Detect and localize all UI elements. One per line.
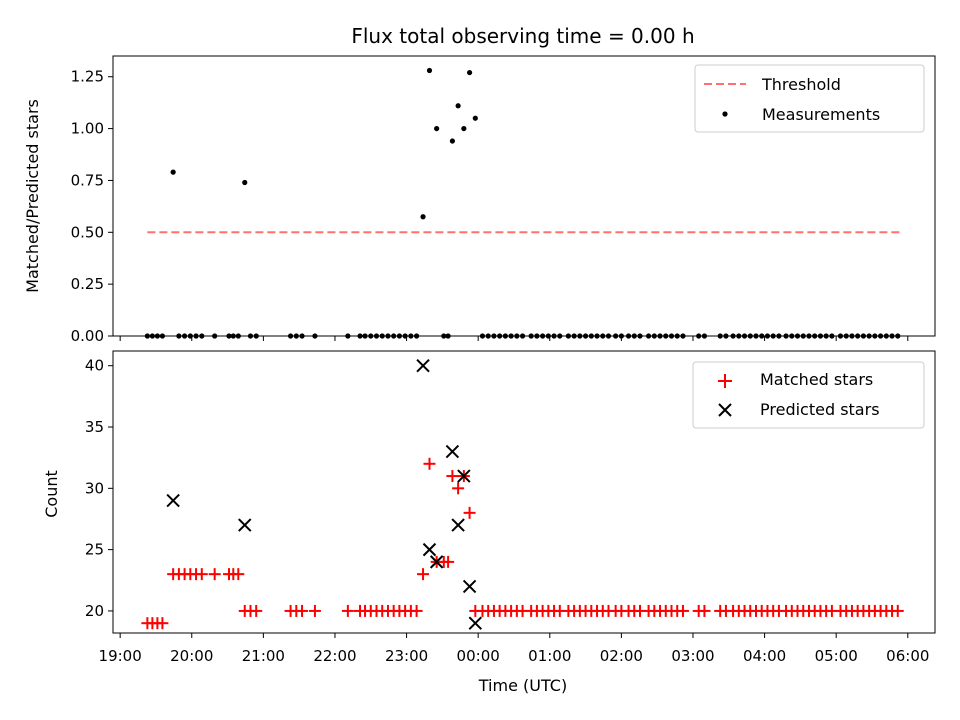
matched-legend-label: Matched stars [760, 370, 873, 389]
threshold-legend-label: Threshold [761, 75, 841, 94]
top-y-tick-label: 0.00 [71, 327, 104, 345]
top-y-tick-label: 0.25 [71, 275, 104, 293]
matched-star-point [296, 604, 309, 617]
measurement-point [170, 169, 176, 175]
measurement-point [455, 103, 461, 109]
predicted-legend-label: Predicted stars [760, 400, 880, 419]
bottom-y-tick-label: 25 [85, 541, 104, 559]
bottom-x-ticks: 19:00 20:00 21:00 22:00 23:00 00:00 01:00 02:00… [99, 633, 929, 665]
x-tick-label: 23:00 [385, 647, 428, 665]
x-tick-label: 01:00 [528, 647, 571, 665]
measurement-point [449, 138, 455, 144]
bottom-plot-area: 20 25 30 35 40 19:00 20:00 21:00 22:00 23:00 00:0… [85, 357, 930, 665]
matched-star-point [442, 555, 455, 568]
predicted-star-point [422, 542, 437, 557]
x-tick-label: 04:00 [743, 647, 786, 665]
measurement-point [434, 125, 440, 132]
top-axes-frame [112, 55, 936, 337]
top-marks [144, 67, 901, 339]
x-tick-label: 02:00 [600, 647, 643, 665]
matched-star-point [232, 568, 245, 581]
chart-title: Flux total observing time = 0.00 h [351, 24, 694, 48]
matched-star-point [208, 568, 221, 581]
matched-star-point [156, 617, 169, 630]
top-plot-area: 0.00 0.25 0.50 0.75 1.00 1.25 [71, 67, 909, 345]
matched-star-point [463, 506, 476, 519]
x-tick-label: 22:00 [313, 647, 356, 665]
predicted-legend-swatch [718, 403, 732, 417]
top-y-tick-label: 1.25 [71, 68, 104, 86]
top-y-tick-label: 0.75 [71, 171, 104, 189]
bottom-y-tick-label: 20 [85, 602, 104, 620]
top-panel: Flux total observing time = 0.00 h Match… [23, 24, 936, 345]
measurements-legend-label: Measurements [762, 105, 880, 124]
predicted-star-point [445, 444, 460, 459]
predicted-star-point [457, 469, 471, 483]
measurements-legend-swatch [722, 111, 728, 117]
predicted-star-point [429, 555, 444, 569]
measurement-point [426, 67, 433, 74]
x-tick-label: 03:00 [671, 647, 714, 665]
bottom-marks [141, 359, 904, 630]
predicted-star-point [416, 359, 430, 373]
matched-star-point [417, 568, 430, 581]
matched-star-point [891, 604, 904, 617]
x-tick-label: 05:00 [815, 647, 858, 665]
top-y-tick-label: 1.00 [71, 120, 104, 138]
matched-star-point [341, 604, 354, 617]
x-axis-label: Time (UTC) [478, 676, 567, 695]
bottom-y-tick-label: 30 [85, 479, 104, 497]
top-y-ticks: 0.00 0.25 0.50 0.75 1.00 1.25 [71, 68, 113, 345]
matched-star-point [195, 568, 208, 581]
predicted-star-point [238, 518, 252, 532]
predicted-star-point [462, 579, 477, 594]
predicted-star-point [468, 616, 483, 630]
top-y-tick-label: 0.50 [71, 223, 104, 241]
x-tick-label: 06:00 [886, 647, 929, 665]
matched-star-point [446, 470, 459, 483]
top-y-axis-label: Matched/Predicted stars [23, 99, 42, 293]
bottom-y-axis-label: Count [42, 470, 61, 518]
x-tick-label: 00:00 [457, 647, 500, 665]
bottom-panel: Count Time (UTC) 20 25 30 35 40 19:00 20:00 21… [42, 350, 936, 695]
matched-star-point [698, 604, 711, 617]
measurement-point [242, 179, 248, 186]
measurement-point [466, 69, 473, 76]
predicted-star-point [166, 493, 180, 508]
matched-star-point [452, 482, 465, 495]
bottom-legend: Matched stars Predicted stars [692, 361, 925, 429]
measurement-point [420, 214, 426, 220]
top-x-ticks [119, 336, 909, 341]
x-tick-label: 19:00 [99, 647, 142, 665]
x-tick-label: 21:00 [242, 647, 285, 665]
x-tick-label: 20:00 [170, 647, 213, 665]
bottom-y-ticks: 20 25 30 35 40 [85, 357, 113, 620]
matched-star-point [676, 604, 689, 617]
measurement-point [461, 125, 467, 132]
matched-legend-swatch [718, 374, 732, 388]
bottom-axes-frame [112, 350, 936, 634]
predicted-star-point [451, 518, 465, 532]
top-legend: Threshold Measurements [694, 64, 925, 133]
bottom-y-tick-label: 40 [85, 357, 104, 375]
bottom-legend-box [692, 361, 925, 429]
matched-star-point [308, 604, 321, 617]
bottom-y-tick-label: 35 [85, 418, 104, 436]
top-legend-box [694, 64, 925, 133]
matched-star-point [410, 604, 423, 617]
measurement-point [472, 115, 478, 121]
matched-star-point [250, 604, 263, 617]
matched-star-point [423, 457, 436, 470]
